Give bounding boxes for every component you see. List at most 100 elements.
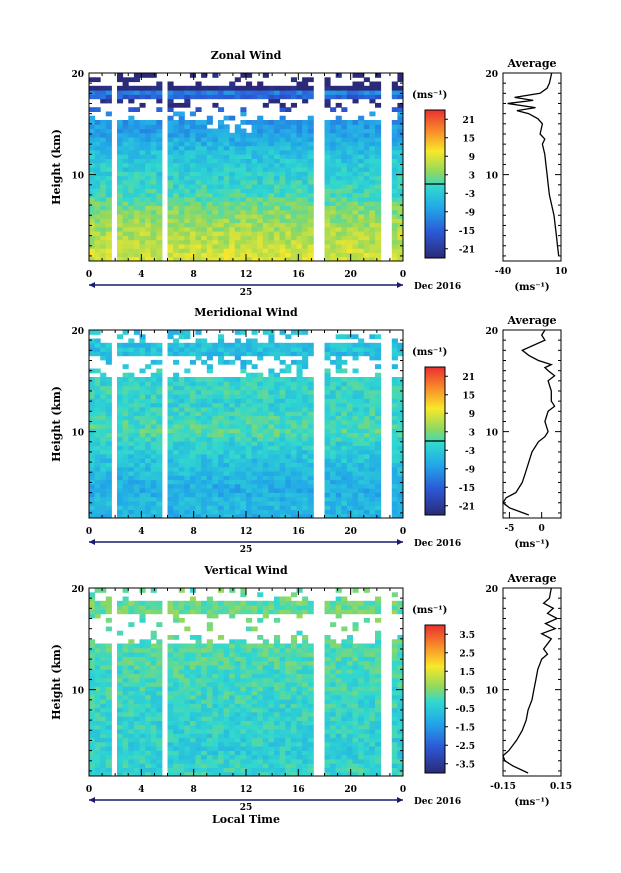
heatmap-cell [189,643,196,649]
heatmap-cell [150,509,157,515]
heatmap-cell [274,479,281,485]
heatmap-cell [307,411,314,416]
heatmap-cell [100,588,107,593]
heatmap-cell [285,453,292,459]
heatmap-cell [139,158,146,164]
heatmap-cell [206,115,213,121]
heatmap-cell [218,188,225,194]
heatmap-cell [375,389,382,395]
heatmap-cell [145,754,152,760]
heatmap-cell [94,243,101,249]
heatmap-cell [212,466,219,472]
heatmap-cell [302,432,309,438]
heatmap-cell [274,347,281,352]
heatmap-cell [156,415,163,421]
heatmap-cell [195,132,202,138]
heatmap-cell [346,248,353,253]
heatmap-cell [173,449,180,455]
heatmap-cell [285,107,292,112]
heatmap-cell [206,377,213,382]
heatmap-cell [100,647,107,653]
heatmap-cell [122,394,129,399]
heatmap-cell [206,771,213,777]
heatmap-cell [139,145,146,151]
heatmap-cell [105,690,112,696]
heatmap-cell [139,102,146,108]
heatmap-cell [189,226,196,232]
heatmap-cell [369,389,376,395]
heatmap-cell [128,711,135,717]
heatmap-cell [150,90,157,95]
heatmap-cell [89,381,96,387]
heatmap-cell [363,188,370,194]
heatmap-cell [352,158,359,164]
heatmap-cell [189,214,196,219]
heatmap-cell [117,652,124,657]
heatmap-cell [150,479,157,485]
heatmap-cell [117,741,124,747]
heatmap-cell [375,226,382,232]
heatmap-cell [375,411,382,416]
heatmap-cell [94,415,101,421]
heatmap-cell [341,226,348,232]
heatmap-cell [296,209,303,215]
heatmap-cell [240,145,247,151]
heatmap-cell [128,729,135,734]
heatmap-cell [189,466,196,472]
heatmap-cell [201,475,208,481]
heatmap-cell [195,449,202,455]
heatmap-cell [285,428,292,434]
heatmap-cell [369,128,376,134]
heatmap-cell [184,767,191,773]
heatmap-cell [139,763,146,768]
heatmap-cell [218,746,225,751]
heatmap-cell [307,389,314,395]
heatmap-cell [94,137,101,142]
heatmap-cell [178,492,185,498]
heatmap-cell [167,398,174,404]
heatmap-cell [279,432,286,438]
heatmap-cell [105,94,112,100]
heatmap-cell [302,419,309,425]
heatmap-cell [262,239,269,245]
heatmap-cell [274,432,281,438]
heatmap-cell [201,389,208,395]
heatmap-cell [105,355,112,361]
heatmap-cell [346,385,353,391]
heatmap-cell [156,673,163,679]
heatmap-cell [352,492,359,498]
heatmap-cell [122,445,129,451]
heatmap-cell [257,441,264,446]
heatmap-cell [212,669,219,674]
heatmap-cell [324,406,331,412]
heatmap-cell [201,462,208,468]
heatmap-cell [122,175,129,181]
heatmap-cell [128,767,135,773]
heatmap-cell [335,167,342,172]
heatmap-cell [94,385,101,391]
heatmap-cell [201,746,208,751]
heatmap-cell [234,449,241,455]
heatmap-cell [302,132,309,138]
heatmap-cell [229,342,236,348]
heatmap-cell [246,488,253,493]
heatmap-cell [145,381,152,387]
heatmap-cell [105,351,112,357]
heatmap-cell [324,449,331,455]
heatmap-cell [100,699,107,704]
heatmap-cell [246,154,253,159]
heatmap-cell [229,428,236,434]
colorbar-tick-label: -3 [465,447,475,457]
heatmap-cell [117,149,124,155]
heatmap-cell [346,415,353,421]
heatmap-cell [341,243,348,249]
heatmap-cell [229,449,236,455]
heatmap-cell [173,647,180,653]
heatmap-cell [352,458,359,463]
heatmap-cell [212,175,219,181]
heatmap-cell [117,669,124,674]
heatmap-cell [167,724,174,730]
heatmap-cell [257,235,264,241]
heatmap-cell [397,205,404,211]
heatmap-cell [156,509,163,515]
